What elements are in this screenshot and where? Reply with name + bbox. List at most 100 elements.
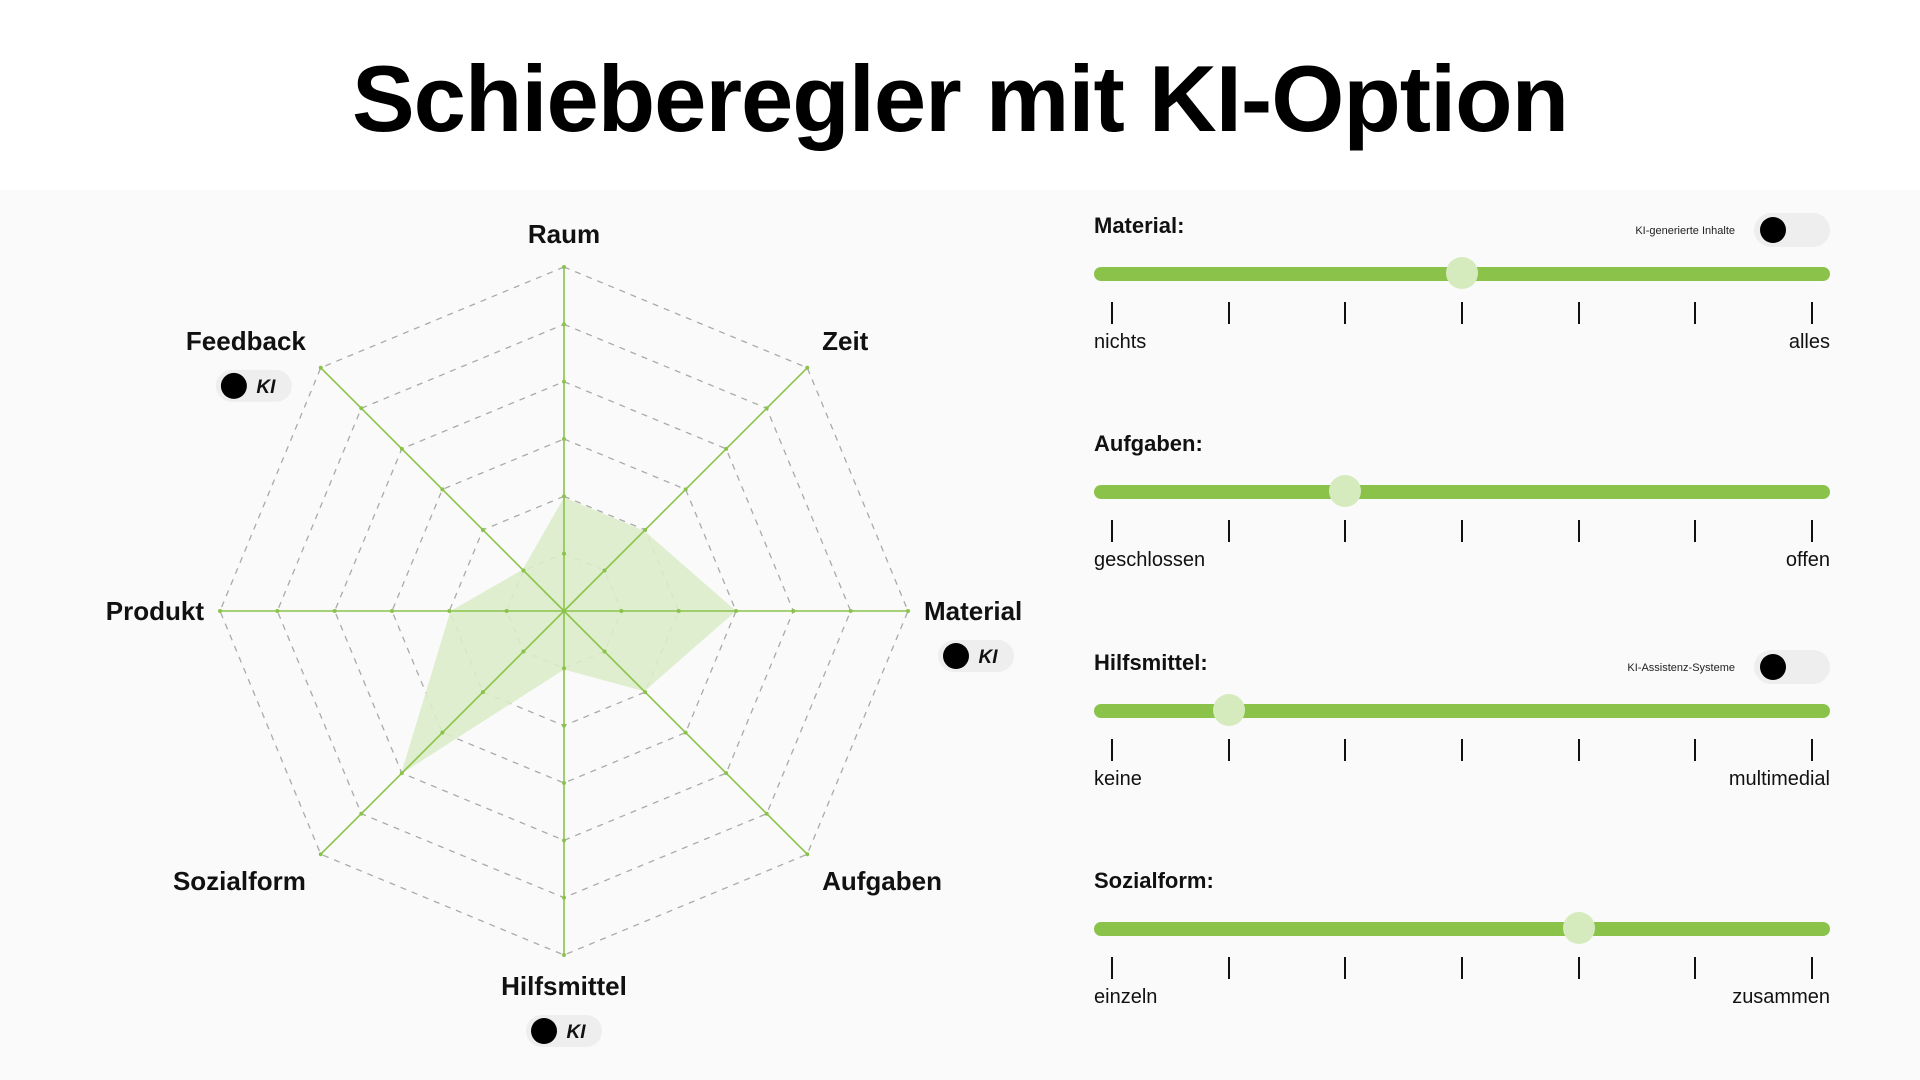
radar-data-area xyxy=(401,497,736,774)
slider-tick xyxy=(1577,957,1580,979)
ai-pill-label: KI xyxy=(979,647,999,668)
radar-axis-tick xyxy=(906,609,910,613)
ai-toggle-label: KI-generierte Inhalte xyxy=(1635,225,1735,237)
radar-axis-tick xyxy=(562,494,566,499)
slider-tick xyxy=(1344,739,1347,761)
slider-tick xyxy=(1811,739,1813,761)
radar-axis-tick xyxy=(764,811,769,816)
ai-pill-toggle-material[interactable]: KI xyxy=(938,640,1014,672)
radar-label-feedback: Feedback xyxy=(186,326,306,356)
radar-label-material: Material xyxy=(924,596,1022,626)
ai-pill-toggle-feedback[interactable]: KI xyxy=(215,369,292,402)
radar-axis-tick xyxy=(562,723,566,728)
radar-axis-tick xyxy=(562,781,566,785)
slider-tick xyxy=(1577,739,1580,761)
radar-axis-tick xyxy=(619,609,624,613)
radar-axis-tick xyxy=(683,730,688,735)
slider-aufgaben: Aufgaben: geschlossen offen xyxy=(1094,431,1830,611)
radar-grid-ring xyxy=(391,438,737,784)
radar-axis-tick xyxy=(359,406,364,411)
radar-axis-tick xyxy=(562,379,566,384)
radar-label-zeit: Zeit xyxy=(822,326,869,356)
radar-axis-tick xyxy=(562,838,566,843)
radar-axis-tick xyxy=(521,568,526,573)
slider-tick xyxy=(1694,957,1697,979)
radar-axis-tick xyxy=(332,609,337,613)
slider-title: Sozialform: xyxy=(1094,868,1214,893)
ai-toggle-label: KI-Assistenz-Systeme xyxy=(1627,662,1735,674)
slider-min-label: einzeln xyxy=(1094,986,1158,1008)
toggle-switch[interactable] xyxy=(1754,650,1830,684)
slider-handle[interactable] xyxy=(1446,257,1478,289)
slider-min-label: keine xyxy=(1094,768,1142,790)
radar-axis-tick xyxy=(805,852,810,857)
radar-axis-tick xyxy=(562,551,566,556)
page-title: Schieberegler mit KI-Option xyxy=(351,46,1569,151)
radar-axis-tick xyxy=(805,365,810,370)
ai-toggle-hilfsmittel[interactable]: KI-Assistenz-Systeme xyxy=(1620,650,1830,690)
slider-track[interactable] xyxy=(1094,704,1830,718)
radar-axis-tick xyxy=(643,527,648,532)
slider-max-label: zusammen xyxy=(1732,986,1830,1008)
slider-tick xyxy=(1461,957,1463,979)
radar-axis-tick xyxy=(764,406,769,411)
slider-handle[interactable] xyxy=(1329,475,1362,507)
radar-axis-tick xyxy=(724,446,729,451)
toggle-knob xyxy=(1760,654,1786,680)
toggle-switch[interactable] xyxy=(1754,213,1830,247)
slider-tick xyxy=(1694,520,1697,542)
slider-hilfsmittel: Hilfsmittel: KI-Assistenz-Systeme keine mul… xyxy=(1094,650,1830,830)
radar-axis-tick xyxy=(734,609,738,613)
radar-axis-tick xyxy=(562,265,566,269)
radar-axis-tick xyxy=(602,568,607,573)
radar-axis-tick xyxy=(791,609,796,613)
ai-toggle-material[interactable]: KI-generierte Inhalte xyxy=(1620,213,1830,253)
toggle-knob xyxy=(1760,217,1786,243)
radar-axis-tick xyxy=(848,609,853,613)
slider-min-label: nichts xyxy=(1094,331,1147,353)
radar-axis-tick xyxy=(683,487,688,492)
title-band xyxy=(0,0,1920,190)
radar-axis-tick xyxy=(447,609,452,613)
slider-tick xyxy=(1577,302,1580,324)
radar-label-raum: Raum xyxy=(528,219,600,249)
slider-tick xyxy=(1577,520,1580,542)
radar-axis-tick xyxy=(480,690,485,695)
radar-axis-tick xyxy=(480,527,485,532)
slider-tick xyxy=(1227,957,1230,979)
radar-axis-tick xyxy=(504,609,509,613)
slider-tick xyxy=(1811,302,1813,324)
slider-tick xyxy=(1461,739,1463,761)
slider-max-label: offen xyxy=(1785,549,1830,571)
radar-axis-tick xyxy=(521,649,526,654)
slider-tick xyxy=(1111,957,1113,979)
radar-axis-tick xyxy=(562,666,566,671)
slider-material: Material: KI-generierte Inhalte nichts alle… xyxy=(1094,213,1830,393)
slider-tick xyxy=(1227,520,1230,542)
slider-track[interactable] xyxy=(1094,922,1830,936)
radar-label-produkt: Produkt xyxy=(106,596,205,626)
slider-tick xyxy=(1694,739,1697,761)
radar-axis-tick xyxy=(275,609,280,613)
slider-handle[interactable] xyxy=(1212,694,1245,726)
slider-tick xyxy=(1344,520,1347,542)
ai-pill-toggle-hilfsmittel[interactable]: KI xyxy=(526,1015,602,1047)
radar-axis-tick xyxy=(562,437,566,441)
slider-tick xyxy=(1461,302,1463,324)
ai-pill-label: KI xyxy=(256,377,276,398)
slider-title: Aufgaben: xyxy=(1094,431,1203,456)
radar-axis-tick xyxy=(676,609,681,613)
radar-axis-tick xyxy=(359,811,364,816)
ai-pill-knob xyxy=(943,643,969,669)
slider-tick xyxy=(1344,957,1347,979)
slider-tick xyxy=(1461,520,1463,542)
slider-handle[interactable] xyxy=(1562,912,1595,944)
ai-pill-knob xyxy=(531,1018,557,1044)
radar-axis-tick xyxy=(399,446,404,451)
radar-axis-tick xyxy=(440,730,445,735)
slider-track[interactable] xyxy=(1094,485,1830,499)
slider-sozialform: Sozialform: einzeln zusammen xyxy=(1094,868,1830,1048)
radar-axis-tick xyxy=(724,771,729,776)
radar-axis-tick xyxy=(562,953,566,957)
